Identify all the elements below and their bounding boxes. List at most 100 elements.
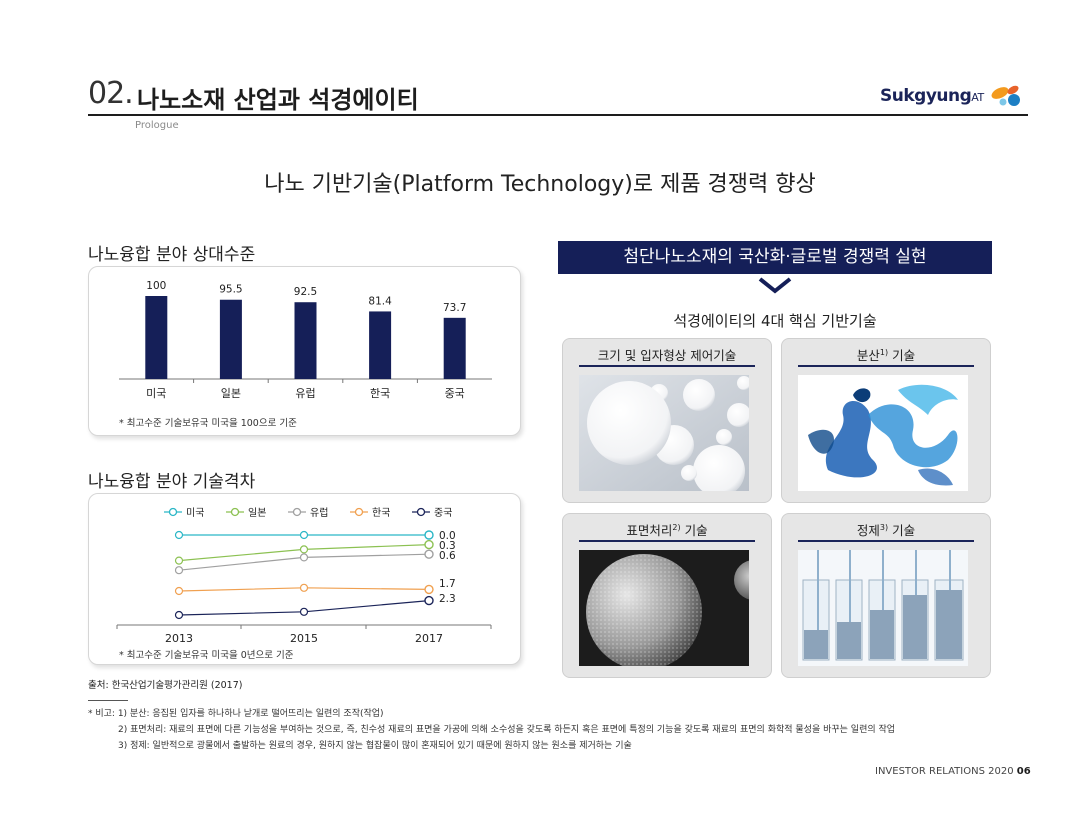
bar-value-label: 92.5: [294, 286, 317, 298]
tile-label-suffix: 기술: [888, 348, 916, 363]
bar-chart-title: 나노융합 분야 상대수준: [88, 245, 256, 265]
x-tick-label: 2015: [290, 632, 318, 645]
footnote-2: 2) 표면처리: 재료의 표면에 다른 기능성을 부여하는 것으로, 즉, 친수…: [118, 725, 896, 735]
legend-item: 유럽: [288, 507, 328, 519]
bar: [219, 299, 242, 379]
series-end-marker: [424, 530, 434, 540]
legend-marker: [416, 507, 426, 517]
footnote-divider: [88, 700, 128, 701]
header-divider: [88, 114, 1028, 116]
tech-tile-purification: 정제3) 기술: [781, 513, 991, 678]
x-tick-label: 2013: [165, 632, 193, 645]
legend-label: 한국: [372, 507, 390, 519]
tile-label: 분산: [856, 348, 880, 363]
tile-footnote-mark: 2): [672, 522, 681, 532]
end-value-label: 1.7: [439, 578, 456, 590]
bar: [294, 302, 317, 379]
line-chart-title: 나노융합 분야 기술격차: [88, 472, 256, 492]
end-value-label: 0.6: [439, 550, 456, 562]
tile-label-suffix: 기술: [680, 523, 708, 538]
logo-text: Sukgyung: [880, 86, 972, 106]
series-point: [174, 566, 184, 575]
section-number: 02.: [88, 76, 134, 111]
bar-category-label: 한국: [370, 387, 390, 400]
legend-item: 한국: [350, 507, 390, 519]
series-end-marker: [424, 539, 434, 550]
bar-category-label: 유럽: [295, 386, 315, 400]
line-chart: 미국 일본 유럽 한국 중국 0.00.30.6 1.7 2.3 2013 2015 2017: [116, 507, 492, 645]
series-point: [299, 530, 309, 540]
tile-divider: [579, 540, 755, 542]
legend-marker: [292, 507, 302, 517]
tile-label: 정제: [856, 523, 880, 538]
tile-label: 표면처리: [626, 523, 673, 538]
bar-category-label: 일본: [221, 386, 241, 400]
series-point: [299, 583, 309, 592]
series-end-marker: [424, 584, 434, 595]
tile-divider: [798, 540, 974, 542]
tile-footnote-mark: 1): [879, 347, 889, 357]
tech-tile-size-control: 크기 및 입자형상 제어기술: [562, 338, 772, 503]
legend-label: 유럽: [310, 507, 328, 519]
core-tech-title: 석경에이티의 4대 핵심 기반기술: [673, 312, 877, 330]
series-point: [174, 556, 184, 565]
bar-value-label: 95.5: [219, 284, 242, 296]
legend-item: 미국: [164, 507, 204, 519]
page-footer: INVESTOR RELATIONS 2020 06: [875, 766, 1031, 777]
bar-value-label: 100: [146, 280, 166, 292]
logo-mark-icon: [991, 85, 1020, 106]
ink-dispersion-image: [798, 375, 968, 491]
x-tick-label: 2017: [415, 632, 443, 645]
page-subtitle: Prologue: [135, 120, 179, 131]
page-title: 나노소재 산업과 석경에이티: [137, 86, 419, 114]
spheres-image: [579, 375, 749, 491]
end-value-label: 0.0: [439, 530, 456, 542]
end-value-label: 2.3: [439, 593, 456, 605]
series-point: [174, 530, 184, 540]
bar-value-label: 81.4: [368, 295, 392, 307]
footer-text: INVESTOR RELATIONS 2020: [875, 766, 1014, 777]
water-glasses-image: [798, 550, 968, 666]
series-end-marker: [424, 595, 434, 606]
footnote-3: 3) 정제: 일반적으로 광물에서 출발하는 원료의 경우, 원하지 않는 협잡…: [118, 741, 632, 751]
footnote-1: * 비고: 1) 분산: 응집된 입자를 하나하나 낱개로 떨어뜨리는 일련의 …: [88, 709, 384, 719]
source-note: 출처: 한국산업기술평가관리원 (2017): [88, 680, 243, 691]
bar-chart: 100 미국 95.5 일본 92.5 유럽 81.4 한국 73.7 중국: [119, 280, 492, 400]
bar-category-label: 미국: [146, 387, 166, 400]
legend-marker: [230, 507, 240, 517]
series-point: [174, 610, 184, 620]
legend-label: 중국: [434, 507, 452, 519]
legend-item: 일본: [226, 507, 266, 519]
sem-particle-image: [579, 550, 749, 666]
tile-divider: [798, 365, 974, 367]
bar-category-label: 중국: [445, 387, 465, 400]
bar: [369, 311, 392, 379]
bar-chart-panel: 100 미국 95.5 일본 92.5 유럽 81.4 한국 73.7 중국 * 최고수준 기술보…: [88, 266, 521, 436]
line-chart-note: * 최고수준 기술보유국 미국을 0년으로 기준: [119, 650, 294, 661]
series-point: [299, 545, 309, 554]
chevron-down-icon: [758, 277, 792, 294]
headline: 나노 기반기술(Platform Technology)로 제품 경쟁력 향상: [264, 172, 816, 197]
series-point: [299, 553, 309, 562]
logo-sub-text: AT: [971, 91, 984, 104]
bar: [443, 317, 466, 379]
bar-chart-note: * 최고수준 기술보유국 미국을 100으로 기준: [119, 418, 297, 429]
tile-footnote-mark: 3): [879, 522, 889, 532]
line-chart-panel: 미국 일본 유럽 한국 중국 0.0 0.3 0.6 1.7 2.3 2013 2015 2017 * …: [88, 493, 521, 665]
end-value-label: 0.3: [439, 540, 456, 552]
bar-value-label: 73.7: [443, 302, 466, 314]
page-number: 06: [1016, 766, 1031, 777]
legend-label: 일본: [248, 507, 266, 519]
bar: [145, 296, 168, 379]
series-point: [299, 607, 309, 616]
legend-label: 미국: [186, 507, 204, 519]
tech-tile-surface-treatment: 표면처리2) 기술: [562, 513, 772, 678]
legend-item: 중국: [412, 507, 452, 519]
banner: 첨단나노소재의 국산화·글로벌 경쟁력 실현: [558, 241, 992, 274]
legend-marker: [354, 507, 364, 517]
tile-label: 크기 및 입자형상 제어기술: [597, 348, 737, 363]
series-point: [174, 586, 184, 596]
tile-divider: [579, 365, 755, 367]
tile-label-suffix: 기술: [888, 523, 916, 538]
series-end-marker: [424, 549, 434, 559]
